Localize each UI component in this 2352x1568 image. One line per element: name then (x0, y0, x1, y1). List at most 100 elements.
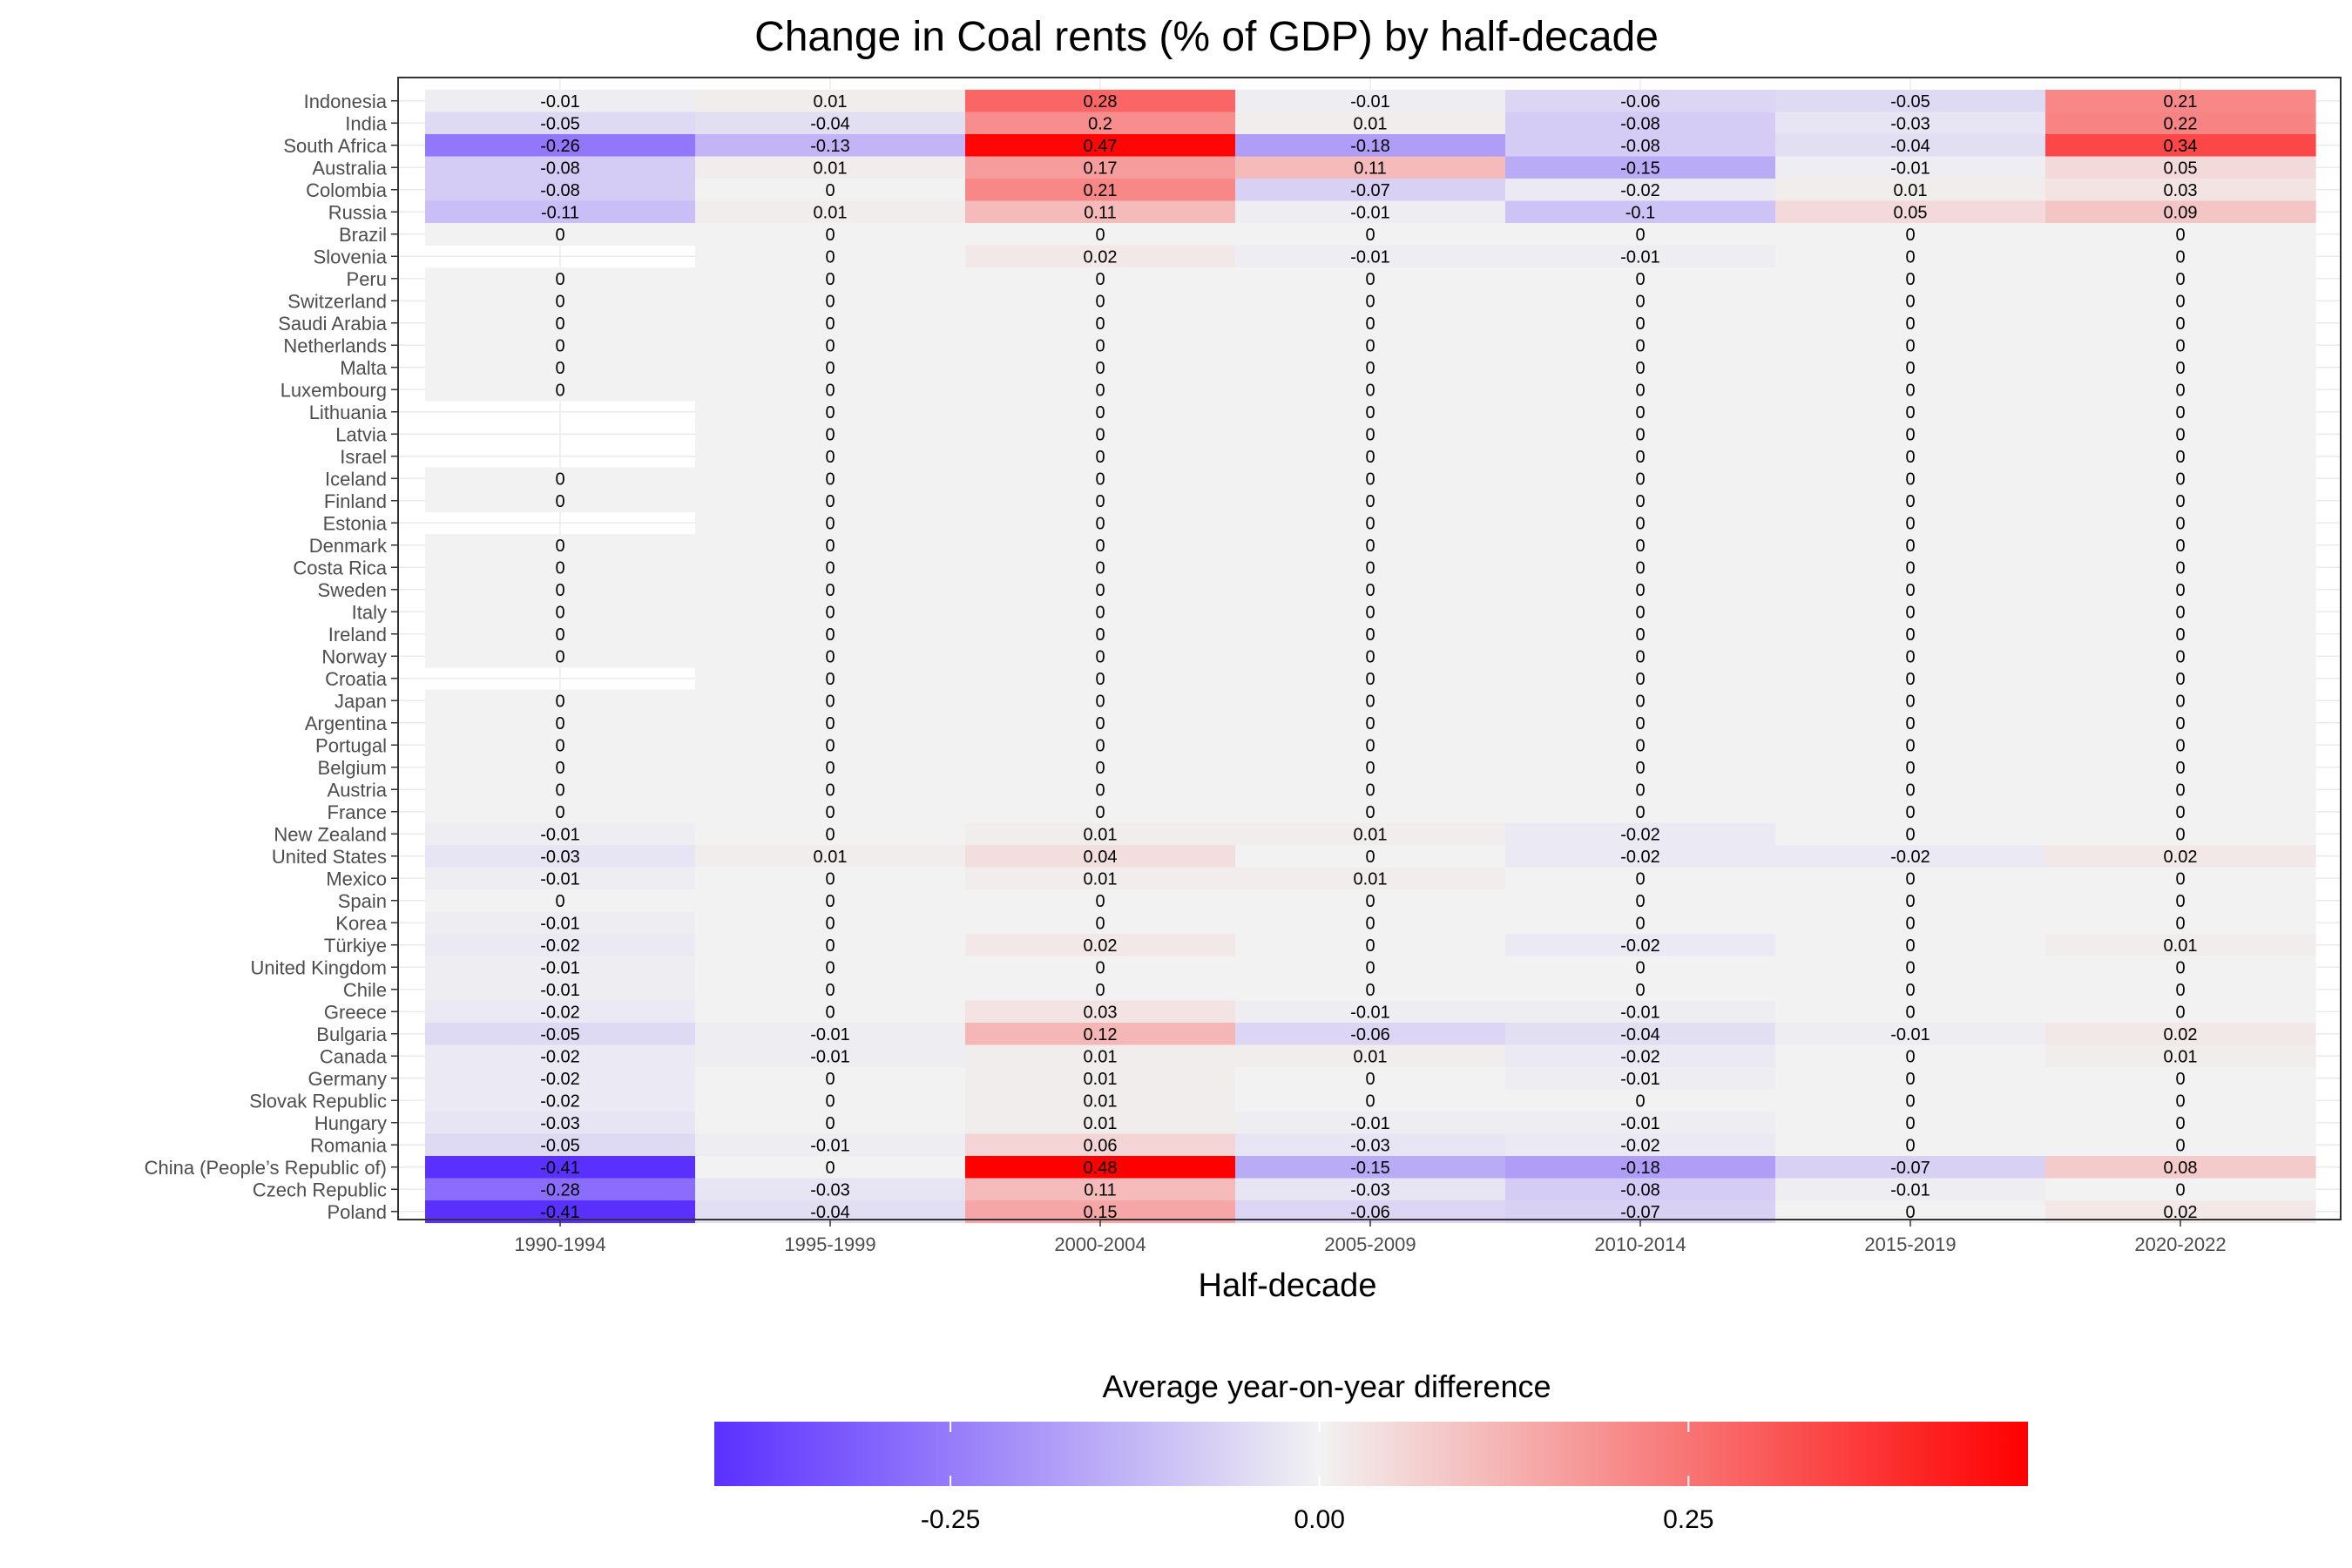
cell-value-label: 0 (2175, 914, 2185, 933)
cell-value-label: 0 (825, 714, 835, 733)
cell-value-label: 0 (825, 270, 835, 289)
y-tick-label: France (328, 801, 387, 823)
heatmap-cell (425, 289, 696, 313)
cell-value-label: 0 (1905, 314, 1915, 334)
cell-value-label: 0 (825, 514, 835, 533)
heatmap-cell (695, 1178, 966, 1201)
heatmap-cell (1235, 534, 1506, 558)
heatmap-cell (1235, 600, 1506, 624)
heatmap-cell (1235, 689, 1506, 713)
chart-title: Change in Coal rents (% of GDP) by half-… (754, 14, 1659, 60)
cell-value-label: 0 (1635, 892, 1645, 911)
y-tick-label: Mexico (326, 868, 387, 889)
heatmap-cell (425, 801, 696, 824)
heatmap-cell (1775, 245, 2046, 268)
cell-value-label: -0.01 (540, 869, 580, 889)
cell-value-label: -0.07 (1890, 1159, 1930, 1178)
cell-value-label: 0 (825, 670, 835, 689)
cell-value-label: -0.18 (1620, 1159, 1660, 1178)
cell-value-label: 0.21 (1084, 181, 1118, 200)
heatmap-cell (965, 422, 1236, 446)
heatmap-cell (1235, 1133, 1506, 1157)
heatmap-cell (695, 490, 966, 513)
heatmap-cell (2045, 445, 2316, 469)
cell-value-label: 0 (1365, 359, 1375, 378)
cell-value-label: 0.01 (1084, 1047, 1118, 1066)
heatmap-cell (1775, 801, 2046, 824)
heatmap-cell (1235, 667, 1506, 691)
heatmap-cell (1235, 956, 1506, 979)
heatmap-cell (2045, 712, 2316, 735)
y-tick-label: Luxembourg (280, 379, 387, 401)
heatmap-cell (965, 179, 1236, 202)
heatmap-cell (2045, 90, 2316, 113)
heatmap-cell (1775, 112, 2046, 135)
cell-value-label: 0 (1635, 1092, 1645, 1111)
heatmap-cell (1505, 556, 1776, 579)
heatmap-cell (2045, 867, 2316, 890)
y-tick-label: Greece (324, 1001, 387, 1023)
cell-value-label: 0 (1095, 403, 1105, 422)
heatmap-cell (425, 623, 696, 646)
y-tick-label: Switzerland (287, 290, 387, 312)
cell-value-label: 0 (1365, 781, 1375, 800)
heatmap-cell (1235, 801, 1506, 824)
cell-value-label: 0 (1095, 603, 1105, 622)
heatmap-cell (2045, 667, 2316, 691)
cell-value-label: -0.01 (540, 825, 580, 844)
cell-value-label: -0.41 (540, 1159, 580, 1178)
y-tick-label: Argentina (305, 713, 388, 734)
heatmap-cell (1505, 134, 1776, 158)
y-tick-label: Costa Rica (293, 557, 387, 578)
heatmap-cell (1505, 756, 1776, 780)
cell-value-label: 0 (555, 759, 564, 778)
cell-value-label: 0 (1905, 714, 1915, 733)
heatmap-cell (965, 956, 1236, 979)
heatmap-cell (1775, 978, 2046, 1002)
y-tick-label: Japan (335, 690, 387, 712)
heatmap-cell (1505, 801, 1776, 824)
heatmap-cell (1235, 911, 1506, 935)
heatmap-cell (2045, 378, 2316, 402)
heatmap-cell (425, 733, 696, 757)
heatmap-cell (1775, 911, 2046, 935)
heatmap-cell (965, 934, 1236, 957)
cell-value-label: 0.05 (1894, 203, 1928, 222)
heatmap-cell (965, 356, 1236, 380)
heatmap-cell (1505, 1156, 1776, 1179)
cell-value-label: 0 (1905, 1114, 1915, 1133)
heatmap-cell (1235, 1044, 1506, 1068)
heatmap-cell (1505, 822, 1776, 846)
cell-value-label: 0.02 (2164, 848, 2198, 867)
heatmap-cell (695, 689, 966, 713)
cell-value-label: 0 (1365, 759, 1375, 778)
cell-value-label: 0 (1365, 470, 1375, 489)
heatmap-cell (2045, 1156, 2316, 1179)
heatmap-cell (695, 911, 966, 935)
heatmap-cell (1775, 600, 2046, 624)
y-tick-label: Belgium (318, 757, 387, 779)
cell-value-label: 0 (1635, 359, 1645, 378)
heatmap-cell (695, 1023, 966, 1046)
cell-value-label: 0 (555, 336, 564, 355)
cell-value-label: -0.01 (540, 92, 580, 112)
cell-value-label: 0 (825, 803, 835, 822)
heatmap-cell (695, 556, 966, 579)
heatmap-cell (695, 1000, 966, 1024)
cell-value-label: 0 (1365, 892, 1375, 911)
cell-value-label: 0 (1365, 914, 1375, 933)
heatmap-cell (695, 645, 966, 668)
heatmap-cell (695, 534, 966, 558)
heatmap-cell (695, 312, 966, 335)
heatmap-cell (695, 845, 966, 868)
heatmap-cell (695, 1044, 966, 1068)
cell-value-label: 0 (2175, 1092, 2185, 1111)
heatmap-cell (1235, 511, 1506, 535)
cell-value-label: -0.11 (541, 203, 579, 222)
cell-value-label: 0 (1635, 470, 1645, 489)
y-tick-label: Hungary (314, 1112, 387, 1134)
heatmap-cell (425, 556, 696, 579)
heatmap-cell (1235, 312, 1506, 335)
heatmap-cell (1235, 200, 1506, 224)
cell-value-label: 0.21 (2164, 92, 2198, 112)
